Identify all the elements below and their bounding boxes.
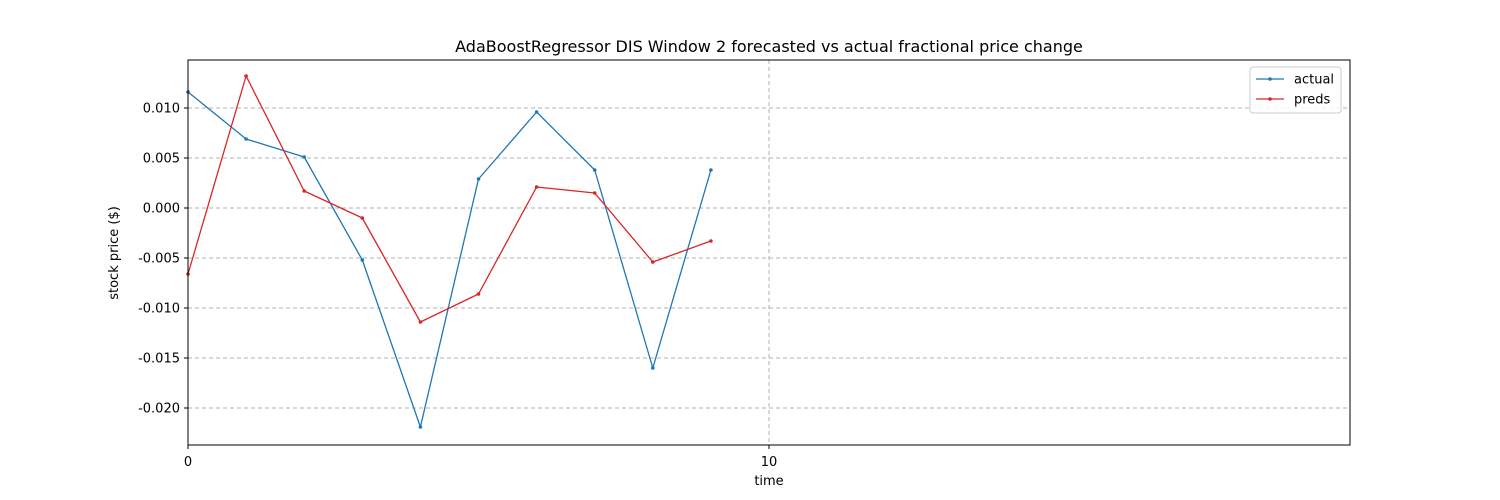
preds-line	[187, 75, 712, 323]
actual-point	[651, 366, 655, 370]
series-preds	[186, 74, 713, 324]
y-tick-label: -0.020	[138, 402, 180, 417]
legend-entry-preds: preds	[1256, 93, 1331, 108]
y-axis-label: stock price ($)	[107, 206, 122, 300]
actual-point	[476, 177, 481, 181]
preds-point	[709, 239, 713, 243]
x-tick-label: 10	[761, 455, 778, 470]
actual-point	[302, 155, 307, 159]
preds-point	[302, 189, 307, 193]
actual-point	[592, 168, 597, 172]
legend-entry-actual: actual	[1256, 73, 1334, 88]
tick-layer: -0.020 -0.015 -0.010 -0.005 0.000 0.005 0.010 0…	[138, 102, 777, 471]
preds-point	[651, 260, 655, 264]
actual-point	[418, 425, 423, 429]
y-tick-label: -0.005	[138, 252, 180, 267]
actual-line	[187, 91, 712, 428]
grid-layer	[188, 60, 1350, 445]
actual-point	[360, 258, 365, 262]
actual-point	[244, 137, 248, 141]
preds-point	[534, 185, 539, 189]
preds-point	[418, 320, 423, 324]
preds-point	[592, 191, 597, 195]
y-tick-label: 0.000	[143, 202, 180, 217]
chart-title: AdaBoostRegressor DIS Window 2 forecaste…	[455, 37, 1083, 56]
series-actual	[186, 90, 713, 429]
x-axis-label: time	[754, 474, 783, 489]
series-layer	[186, 74, 713, 429]
actual-point	[709, 168, 713, 172]
y-tick-label: -0.010	[138, 302, 180, 317]
legend-label: preds	[1294, 93, 1331, 108]
legend: actual preds	[1249, 66, 1342, 114]
preds-point	[476, 292, 481, 296]
y-tick-label: 0.010	[143, 102, 180, 117]
x-tick-label: 0	[184, 455, 192, 470]
y-tick-label: 0.005	[143, 152, 180, 167]
y-tick-label: -0.015	[138, 352, 180, 367]
preds-point	[360, 216, 365, 220]
legend-swatch-marker	[1268, 97, 1272, 101]
actual-point	[534, 110, 539, 114]
legend-swatch-marker	[1268, 77, 1272, 81]
legend-label: actual	[1294, 73, 1334, 88]
preds-point	[244, 74, 248, 78]
